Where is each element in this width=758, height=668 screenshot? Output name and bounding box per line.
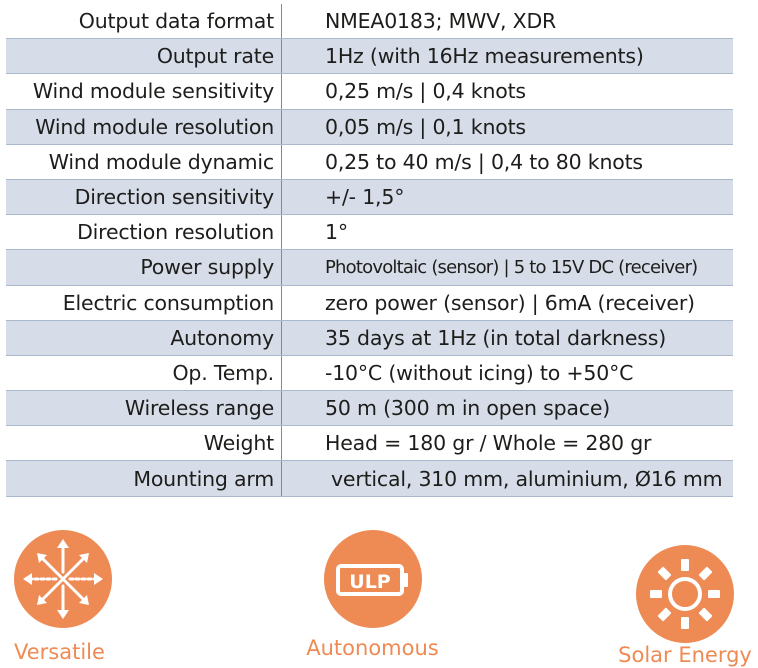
feature-versatile: Versatile [8, 530, 118, 664]
spec-value: 1Hz (with 16Hz measurements) [325, 44, 644, 69]
spec-value: Head = 180 gr / Whole = 280 gr [325, 431, 652, 456]
spec-value: 0,25 m/s | 0,4 knots [325, 79, 526, 104]
spec-value: 1° [325, 220, 348, 245]
spec-label: Power supply [6, 250, 282, 285]
spec-row-direction-resolution: Direction resolution 1° [6, 215, 733, 250]
spec-label: Wind module dynamic [6, 144, 282, 179]
spec-label: Mounting arm [6, 461, 282, 496]
spec-label: Op. Temp. [6, 355, 282, 391]
feature-autonomous: ULP Autonomous [300, 530, 445, 660]
spec-row-wind-module-dynamic: Wind module dynamic 0,25 to 40 m/s | 0,4… [6, 144, 733, 179]
spec-value: zero power (sensor) | 6mA (receiver) [325, 290, 695, 315]
spec-label: Direction sensitivity [6, 179, 282, 215]
spec-label: Electric consumption [6, 285, 282, 320]
spec-row-power-supply: Power supply Photovoltaic (sensor) | 5 t… [6, 249, 733, 286]
feature-label: Solar Energy [618, 643, 752, 667]
spec-table: Output data format NMEA0183; MWV, XDR Ou… [6, 4, 733, 497]
spec-value: -10°C (without icing) to +50°C [325, 360, 634, 385]
spec-row-electric-consumption: Electric consumption zero power (sensor)… [6, 285, 733, 320]
spec-value: 50 m (300 m in open space) [325, 396, 611, 421]
spec-row-op-temp: Op. Temp. -10°C (without icing) to +50°C [6, 355, 733, 391]
spec-label: Direction resolution [6, 215, 282, 250]
sun-icon [636, 545, 734, 643]
spec-value: 35 days at 1Hz (in total darkness) [325, 325, 666, 350]
spec-row-output-rate: Output rate 1Hz (with 16Hz measurements) [6, 38, 733, 75]
spec-value: vertical, 310 mm, aluminium, Ø16 mm [331, 466, 723, 491]
spec-row-output-data-format: Output data format NMEA0183; MWV, XDR [6, 4, 733, 39]
arrows-burst-icon [14, 530, 112, 628]
spec-value: 0,25 to 40 m/s | 0,4 to 80 knots [325, 149, 643, 174]
spec-label: Wind module sensitivity [6, 74, 282, 109]
spec-row-direction-sensitivity: Direction sensitivity +/- 1,5° [6, 178, 733, 216]
feature-label: Versatile [14, 640, 105, 664]
spec-label: Output data format [6, 4, 282, 39]
spec-value: Photovoltaic (sensor) | 5 to 15V DC (rec… [325, 256, 698, 278]
spec-row-wireless-range: Wireless range 50 m (300 m in open space… [6, 390, 733, 427]
feature-solar: Solar Energy [610, 545, 758, 667]
spec-row-wind-module-resolution: Wind module resolution 0,05 m/s | 0,1 kn… [6, 108, 733, 145]
spec-value: 0,05 m/s | 0,1 knots [325, 114, 526, 139]
spec-label: Output rate [6, 39, 282, 74]
spec-label: Wireless range [6, 391, 282, 426]
ulp-battery-icon: ULP [323, 530, 422, 628]
spec-row-weight: Weight Head = 180 gr / Whole = 280 gr [6, 426, 733, 461]
spec-row-autonomy: Autonomy 35 days at 1Hz (in total darkne… [6, 319, 733, 356]
spec-row-mounting-arm: Mounting arm vertical, 310 mm, aluminium… [6, 460, 733, 497]
battery-badge: ULP [349, 571, 391, 593]
spec-label: Autonomy [6, 320, 282, 355]
spec-value: +/- 1,5° [325, 185, 405, 210]
spec-row-wind-module-sensitivity: Wind module sensitivity 0,25 m/s | 0,4 k… [6, 74, 733, 109]
spec-value: NMEA0183; MWV, XDR [325, 9, 557, 34]
feature-label: Autonomous [306, 636, 439, 660]
spec-label: Wind module resolution [6, 109, 282, 144]
spec-label: Weight [6, 426, 282, 461]
